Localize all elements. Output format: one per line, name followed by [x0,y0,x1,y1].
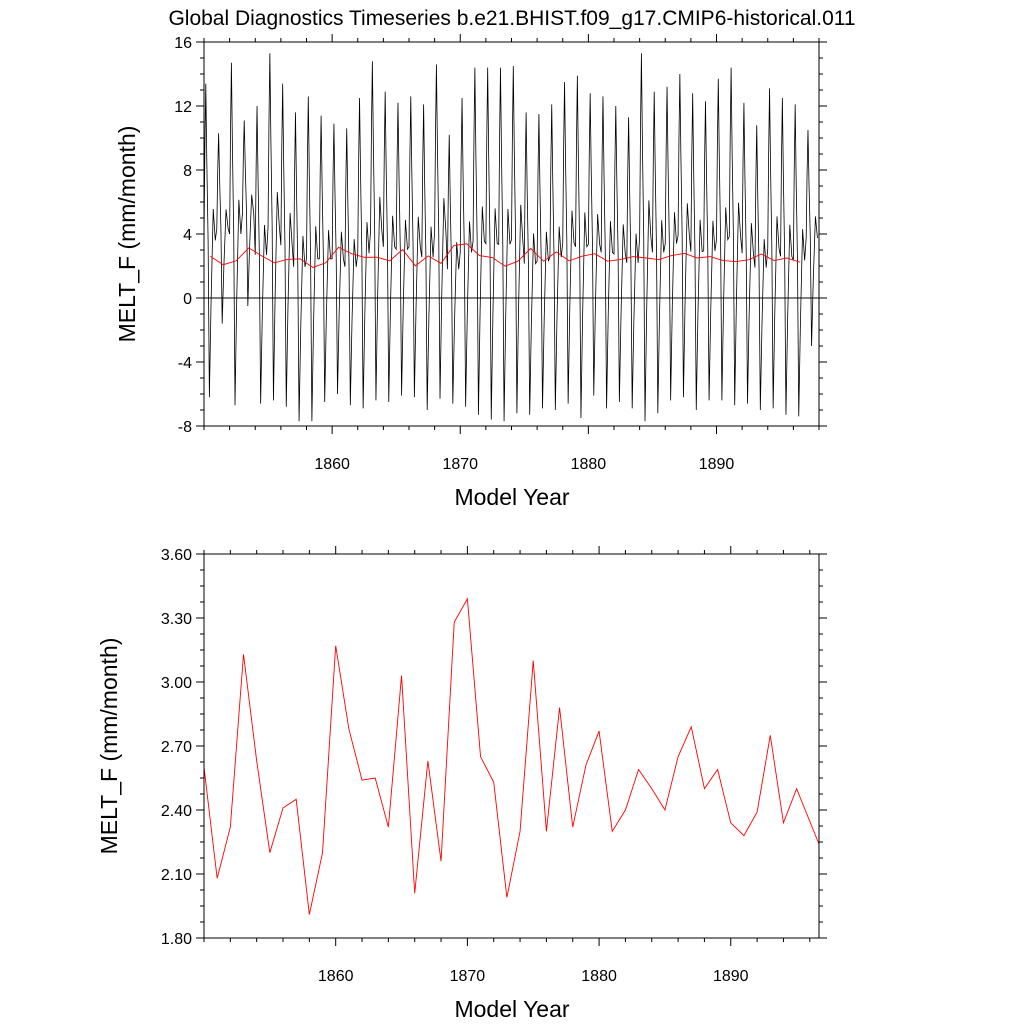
bottom-panel: 1.80 2.10 2.40 2.70 3.00 3.30 3.60 1860 1870 1880… [96,546,827,1022]
bottom-plot-marks [203,597,820,915]
top-x-tick-label: 1870 [442,456,478,473]
top-ticks: -8 -4 0 4 8 12 16 1860 1870 1880 1890 [174,34,827,473]
bottom-y-tick-label: 3.00 [161,675,192,692]
top-y-tick-label: 12 [174,99,192,116]
top-y-tick-label: 4 [183,227,192,244]
bottom-y-tick-label: 3.60 [161,547,192,564]
bottom-ticks: 1.80 2.10 2.40 2.70 3.00 3.30 3.60 1860 1870 1880… [161,546,827,985]
top-y-tick-label: 0 [183,291,192,308]
bottom-plot-frame [203,553,820,939]
bottom-y-tick-label: 3.30 [161,611,192,628]
top-y-tick-label: 8 [183,163,192,180]
top-plot-marks [203,53,819,422]
bottom-y-tick-label: 1.80 [161,931,192,948]
top-annual-series-line [210,243,800,268]
top-x-tick-label: 1860 [314,456,350,473]
top-x-tick-label: 1880 [571,456,607,473]
top-y-tick-label: -4 [178,355,192,372]
bottom-x-axis-label: Model Year [454,996,569,1022]
bottom-y-axis-label: MELT_F (mm/month) [96,638,122,855]
bottom-y-tick-label: 2.40 [161,803,192,820]
top-y-axis-label: MELT_F (mm/month) [114,126,140,343]
bottom-x-tick-label: 1890 [713,968,749,985]
top-monthly-series-line [203,53,818,422]
top-x-axis-label: Model Year [454,484,569,510]
bottom-x-tick-label: 1870 [450,968,486,985]
bottom-annual-series-line [203,597,820,915]
top-x-tick-label: 1890 [699,456,735,473]
figure-title: Global Diagnostics Timeseries b.e21.BHIS… [168,7,855,30]
bottom-y-tick-label: 2.70 [161,739,192,756]
top-y-tick-label: 16 [174,35,192,52]
bottom-x-tick-label: 1880 [581,968,617,985]
bottom-x-tick-label: 1860 [318,968,354,985]
top-y-tick-label: -8 [178,419,192,436]
bottom-y-tick-label: 2.10 [161,867,192,884]
top-panel: -8 -4 0 4 8 12 16 1860 1870 1880 1890 Model Year M… [114,34,827,510]
